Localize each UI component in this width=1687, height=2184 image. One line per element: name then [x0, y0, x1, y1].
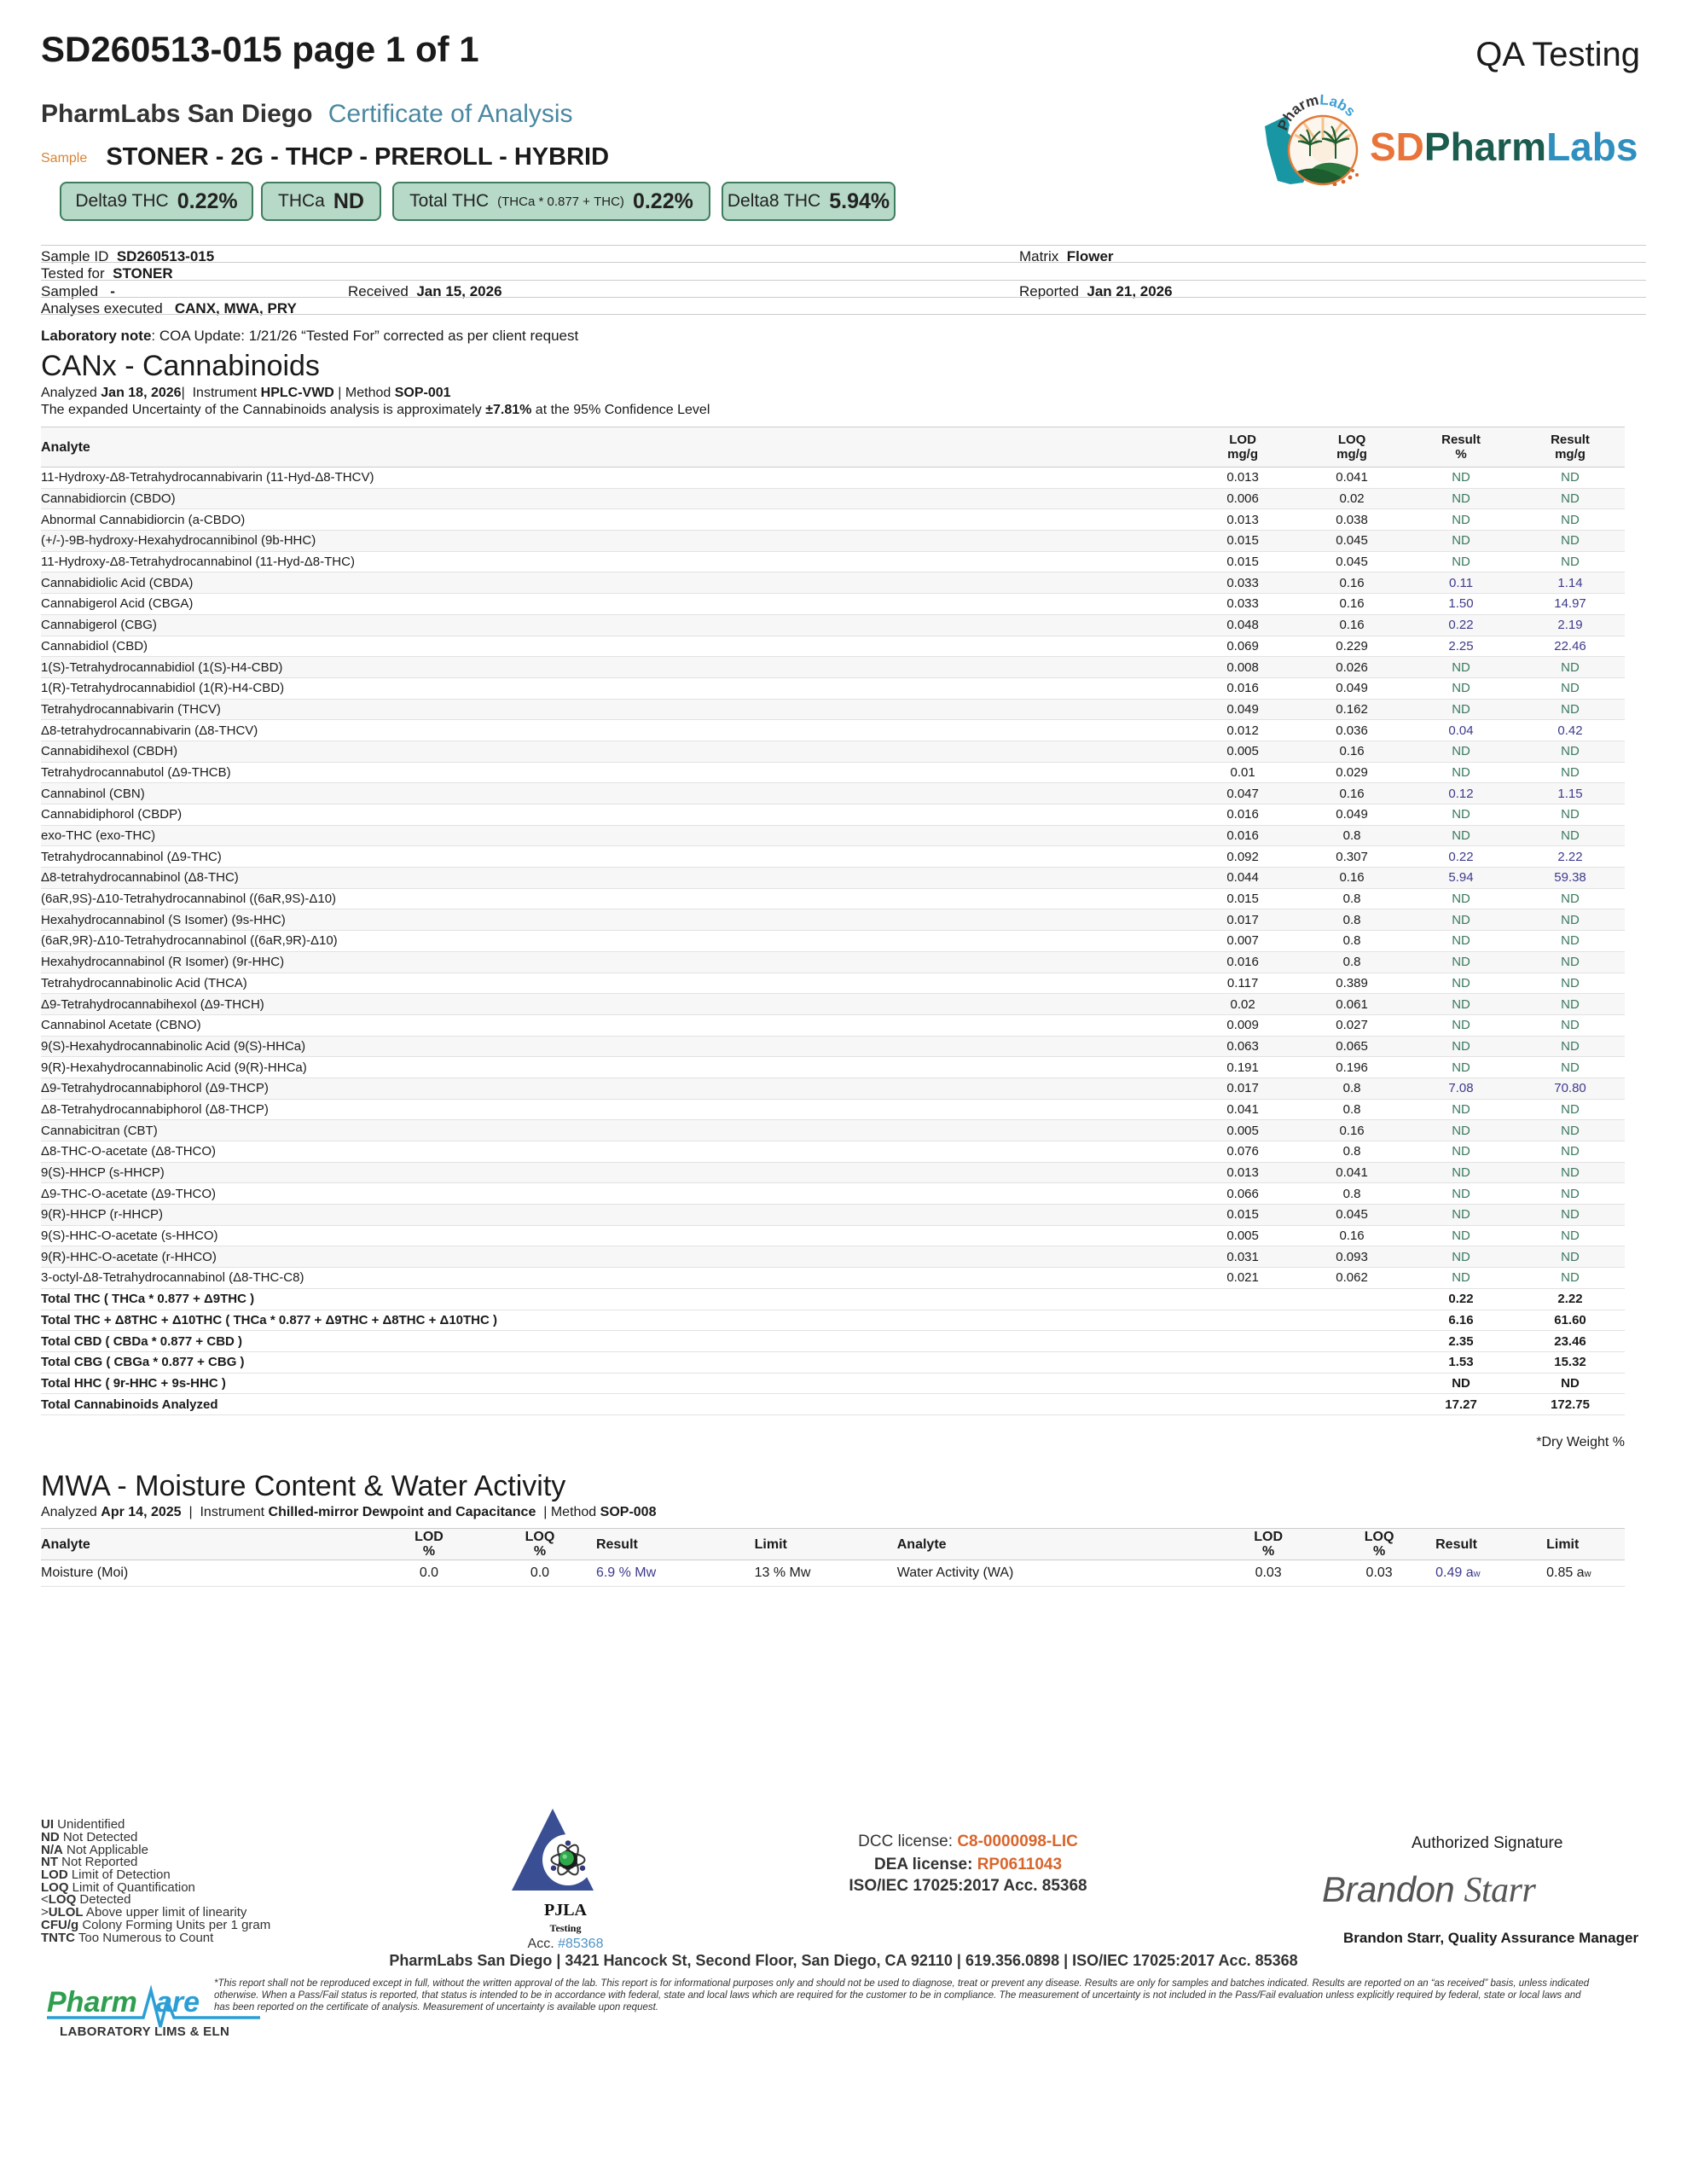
svg-text:LABORATORY LIMS & ELN: LABORATORY LIMS & ELN [60, 2024, 229, 2039]
svg-text:Brandon Starr: Brandon Starr [1322, 1869, 1536, 1910]
svg-text:Pharm: Pharm [47, 1986, 137, 2018]
svg-text:SDPharmLabs: SDPharmLabs [1370, 125, 1638, 169]
